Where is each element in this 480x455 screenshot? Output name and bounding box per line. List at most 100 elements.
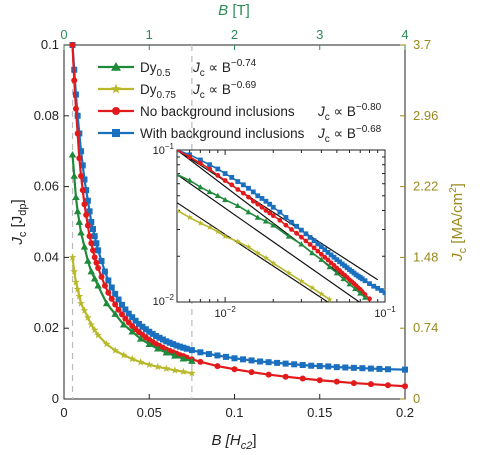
legend-law: Jc ∝ B−0.80: [317, 102, 382, 123]
data-point-square: [222, 353, 229, 360]
data-point-circle: [235, 187, 241, 192]
data-point-circle: [118, 311, 125, 318]
data-point-square: [259, 196, 265, 201]
data-point-square: [367, 281, 372, 287]
data-point-square: [132, 317, 139, 324]
data-point-star: [145, 360, 154, 368]
legend-law: Jc ∝ B−0.69: [192, 80, 257, 101]
data-point-square: [359, 365, 366, 372]
top-tick-label: 3: [316, 27, 323, 42]
data-point-square: [81, 176, 88, 183]
data-point-triangle: [234, 202, 241, 208]
data-point-circle: [197, 358, 204, 365]
data-point-square: [294, 223, 300, 229]
data-point-square: [139, 323, 146, 330]
data-point-circle: [98, 273, 105, 280]
series-line: [71, 154, 193, 363]
data-point-circle: [315, 248, 321, 254]
data-point-square: [142, 326, 149, 333]
data-point-square: [89, 226, 96, 233]
data-point-triangle: [285, 233, 292, 239]
data-point-circle: [240, 190, 246, 196]
data-point-star: [214, 228, 221, 235]
y-tick-label: 0.02: [34, 320, 59, 335]
data-point-triangle: [75, 218, 84, 225]
data-point-star: [234, 238, 241, 245]
data-point-circle: [76, 155, 83, 162]
inset-axis-ticks: 10−2 10−1 10−2 10−1: [153, 142, 397, 320]
y-tick-label: 0.04: [34, 249, 59, 264]
inset-fit-line: [177, 150, 379, 281]
right-tick-label: 0.74: [413, 320, 438, 335]
data-point-square: [339, 261, 345, 267]
data-point-star: [197, 219, 204, 226]
data-point-circle: [115, 306, 122, 313]
data-point-circle: [81, 201, 88, 208]
data-point-star: [153, 362, 162, 371]
data-point-square: [379, 288, 384, 293]
top-tick-label: 0: [60, 27, 67, 42]
data-point-circle: [86, 233, 93, 240]
data-point-triangle: [128, 327, 136, 335]
legend-label: Dy0.75: [140, 82, 176, 101]
main-series: [68, 42, 408, 390]
data-point-square: [359, 276, 365, 282]
data-point-triangle: [346, 281, 353, 287]
data-point-square: [84, 197, 91, 204]
data-point-circle: [71, 77, 78, 84]
data-point-star: [298, 277, 305, 284]
data-point-triangle: [197, 184, 204, 190]
data-point-square: [308, 362, 315, 369]
data-point-square: [149, 330, 156, 337]
data-point-triangle: [84, 257, 92, 264]
data-point-square: [214, 352, 221, 359]
data-point-square: [350, 364, 357, 371]
top-tick-label: 1: [146, 27, 153, 42]
data-point-triangle: [68, 150, 77, 158]
data-point-square: [105, 277, 112, 284]
data-point-star: [84, 313, 92, 321]
data-point-triangle: [362, 294, 369, 300]
data-point-triangle: [90, 274, 99, 282]
data-point-star: [70, 267, 79, 275]
data-point-square: [91, 233, 98, 240]
data-point-star: [170, 366, 179, 374]
data-point-circle: [325, 257, 331, 263]
y-tick-label: 0.06: [34, 179, 59, 194]
data-point-square: [250, 189, 256, 195]
data-point-square: [283, 215, 289, 220]
data-point-circle: [95, 265, 102, 272]
data-point-circle: [108, 295, 115, 302]
data-point-star: [136, 358, 145, 366]
data-point-square: [146, 328, 153, 335]
data-point-square: [270, 204, 276, 210]
data-point-star: [206, 224, 213, 230]
data-point-circle: [255, 201, 261, 207]
data-point-circle: [333, 378, 340, 385]
data-point-circle: [283, 222, 289, 228]
data-point-square: [240, 182, 246, 188]
data-point-circle: [384, 382, 391, 389]
data-point-star: [254, 249, 261, 256]
inset-fit-line: [177, 202, 329, 302]
data-point-square: [311, 238, 317, 244]
right-tick-label: 0: [413, 391, 420, 406]
data-point-circle: [265, 371, 272, 378]
data-point-triangle: [102, 299, 111, 307]
data-point-star: [94, 331, 102, 339]
data-point-square: [74, 112, 81, 119]
data-point-square: [215, 166, 221, 172]
inset-x-tick-label: 10−1: [374, 305, 396, 320]
data-point-square: [159, 336, 166, 343]
data-point-triangle: [262, 218, 269, 224]
data-point-square: [334, 257, 340, 263]
data-point-circle: [93, 259, 100, 266]
data-point-square: [170, 341, 177, 348]
data-point-triangle: [87, 267, 96, 275]
data-point-circle: [112, 301, 119, 308]
data-point-circle: [246, 194, 251, 200]
data-point-circle: [322, 254, 328, 260]
data-point-circle: [177, 150, 180, 153]
data-point-circle: [289, 227, 294, 232]
